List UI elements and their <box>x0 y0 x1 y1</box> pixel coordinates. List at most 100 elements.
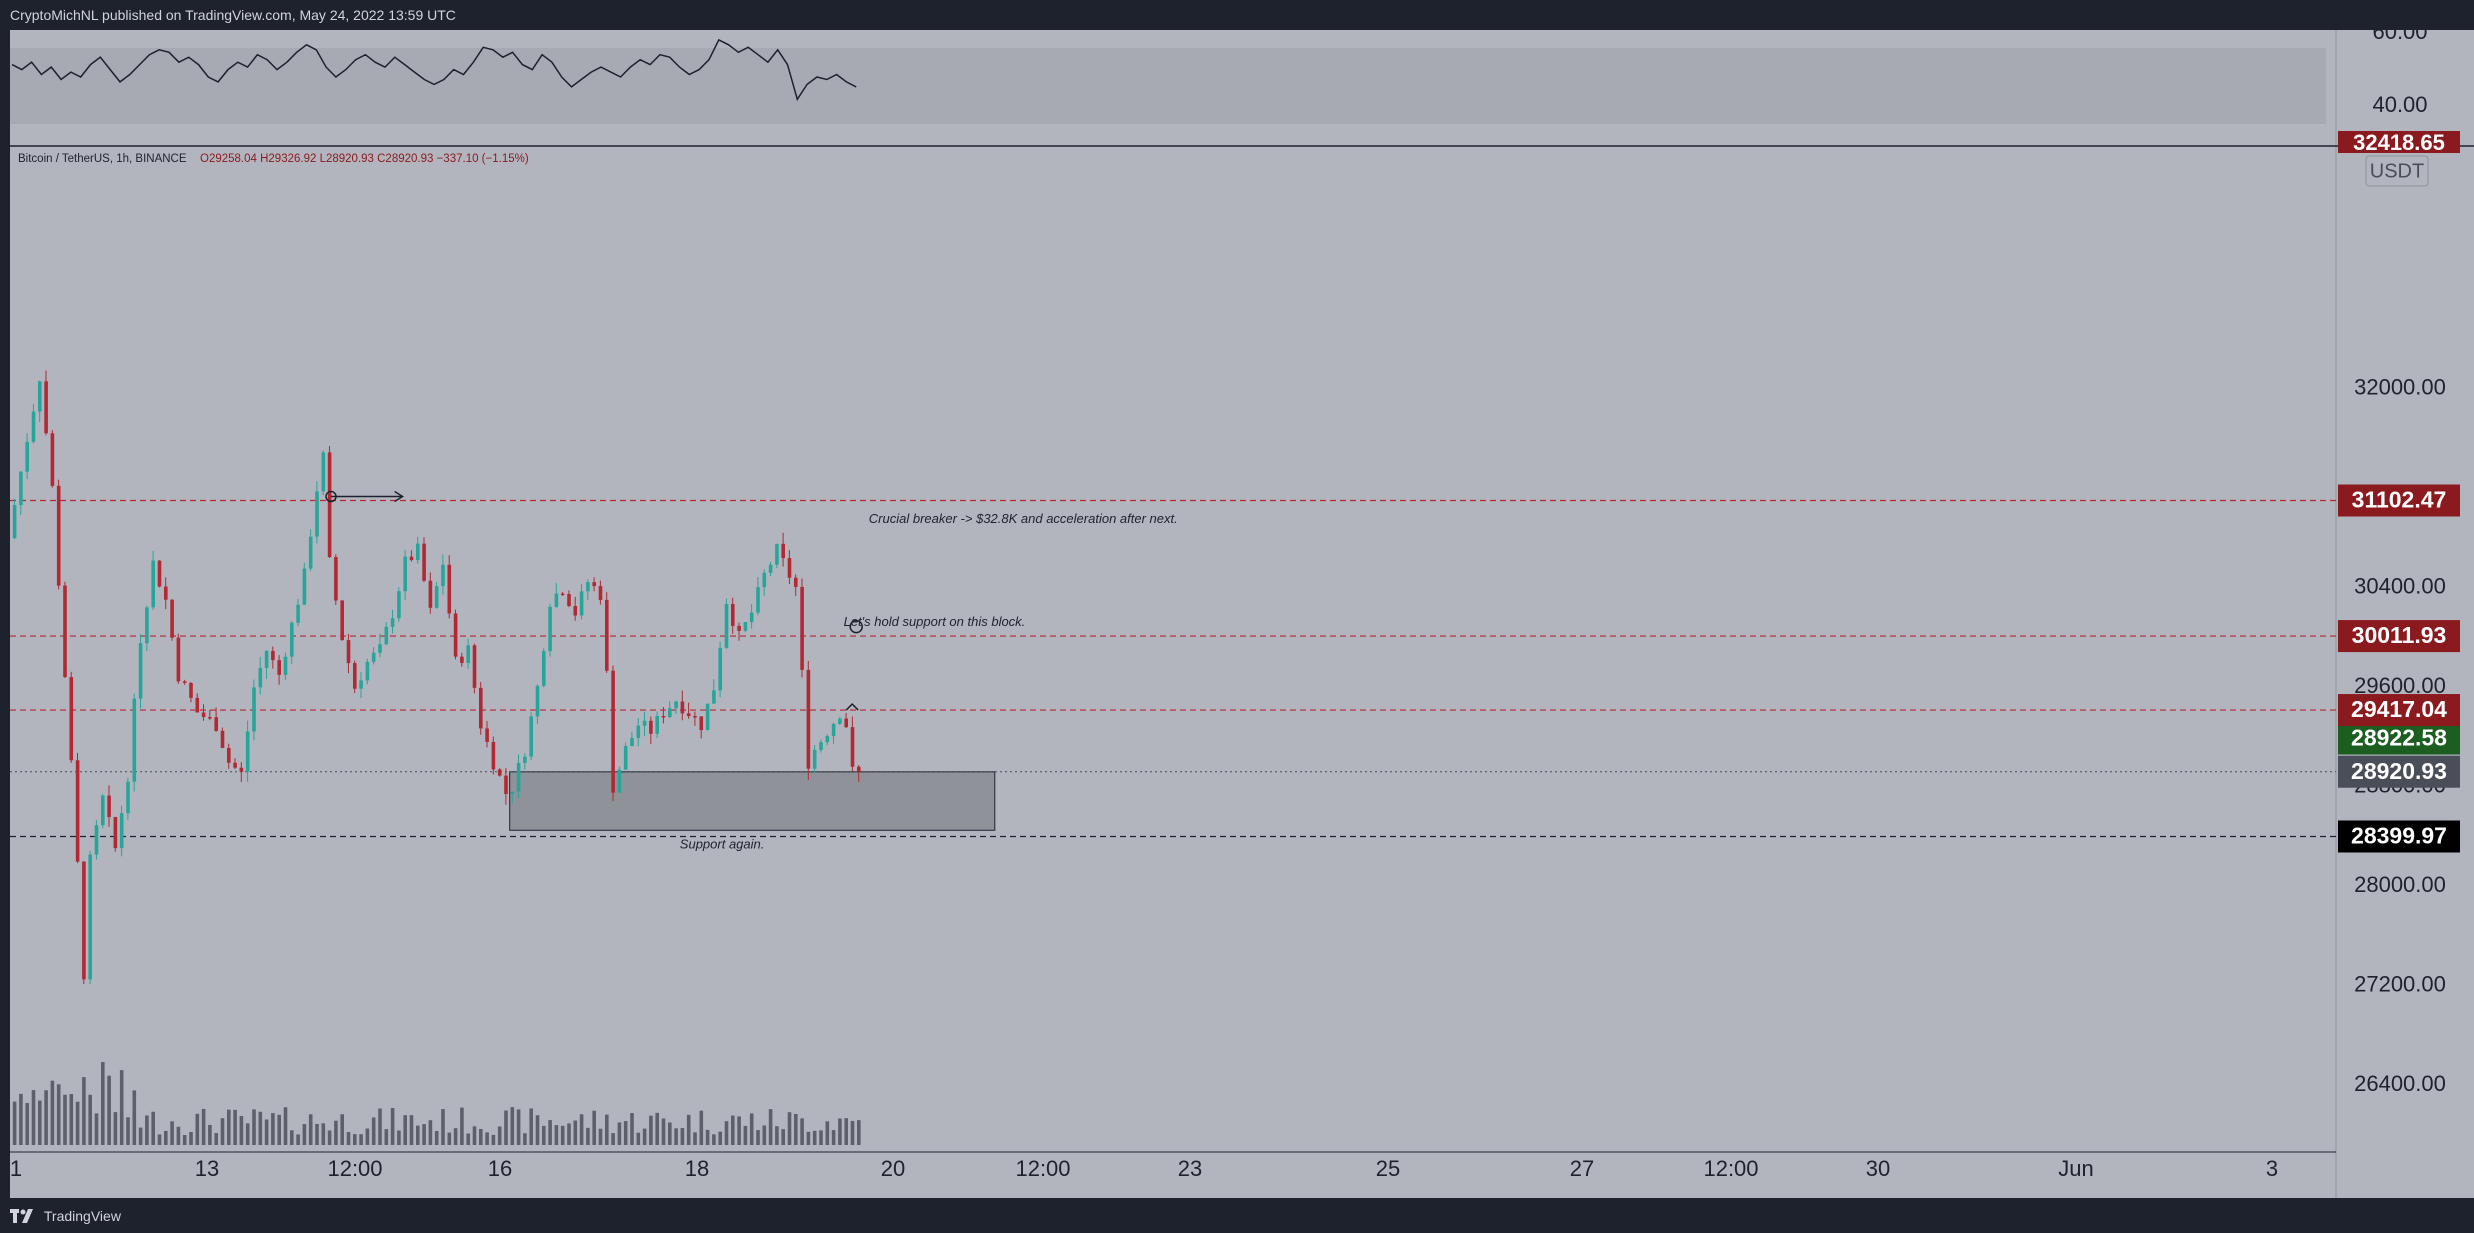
support-zone-box[interactable] <box>509 771 996 831</box>
volume-bar <box>195 1113 200 1145</box>
candle-body <box>743 622 748 631</box>
volume-bar <box>176 1126 181 1145</box>
candle-body <box>668 708 672 718</box>
volume-bar <box>567 1123 571 1145</box>
candle-body <box>548 606 552 652</box>
volume-bar <box>453 1128 458 1145</box>
candle-body <box>731 603 735 626</box>
volume-bar <box>686 1114 691 1145</box>
volume-bar <box>573 1120 578 1145</box>
price-label-bg[interactable] <box>2338 722 2460 755</box>
price-label-bg[interactable] <box>2338 484 2460 517</box>
volume-bar <box>806 1131 811 1145</box>
volume-bar <box>674 1128 678 1145</box>
candle-body <box>416 543 420 561</box>
price-chart[interactable]: 60.00 40.00 Crucial breaker -> $32.8K an… <box>0 19 2474 1198</box>
price-label-bg[interactable] <box>2338 694 2460 727</box>
volume-bar <box>611 1133 615 1145</box>
volume-bar <box>497 1126 502 1145</box>
candle-body <box>359 680 363 689</box>
volume-bar <box>428 1120 433 1145</box>
candle-body <box>50 433 55 486</box>
candle-body <box>787 558 792 578</box>
volume-bar <box>189 1131 193 1145</box>
candle-body <box>756 587 760 613</box>
candle-body <box>712 690 716 704</box>
volume-bar <box>680 1128 685 1145</box>
rsi-pane[interactable]: 60.00 40.00 <box>10 19 2474 147</box>
volume-bar <box>787 1112 792 1145</box>
time-axis[interactable]: 1 13 12:00 16 18 20 12:00 23 25 27 12:00 30 Jun 3 <box>10 1151 2336 1181</box>
candle-body <box>560 593 565 596</box>
time-axis-tick: 18 <box>685 1156 709 1181</box>
candle-body <box>762 572 767 588</box>
time-axis-tick: 12:00 <box>1015 1156 1070 1181</box>
candle-body <box>516 762 521 792</box>
candle-body <box>227 747 231 763</box>
volume-bar <box>504 1110 508 1145</box>
volume-bar <box>510 1107 515 1145</box>
candle-body <box>422 543 426 581</box>
candle-body <box>195 697 200 713</box>
support-zone-layer[interactable] <box>509 771 996 831</box>
candle-body <box>447 564 452 614</box>
volume-bar <box>642 1128 647 1145</box>
chart-area[interactable]: 60.00 40.00 Crucial breaker -> $32.8K an… <box>0 19 2474 1198</box>
volume-bar <box>857 1120 861 1145</box>
volume-bar <box>460 1107 464 1145</box>
candle-body <box>63 585 67 678</box>
volume-bar <box>756 1130 760 1145</box>
price-axis[interactable]: 32000.0030400.0029600.0028800.0028000.00… <box>2338 130 2460 1096</box>
candle-body <box>340 600 344 641</box>
candle-body <box>831 723 836 737</box>
candle-body <box>806 669 811 769</box>
volume-bar <box>586 1127 590 1145</box>
price-label-bg[interactable] <box>2338 820 2460 853</box>
anchor-handle-icon[interactable] <box>325 490 337 503</box>
candle-body <box>113 817 118 849</box>
candle-body <box>567 594 571 607</box>
price-label-bg[interactable] <box>2338 755 2460 788</box>
volume-bar <box>705 1129 710 1145</box>
price-axis-tick: 32000.00 <box>2354 375 2446 400</box>
rsi-tick-label: 60.00 <box>2372 30 2427 44</box>
candle-body <box>623 746 628 770</box>
volume-bar <box>523 1133 527 1145</box>
volume-bar <box>850 1120 855 1145</box>
candle-body <box>693 716 697 718</box>
volume-bar <box>44 1090 48 1145</box>
candle-body <box>290 622 294 657</box>
volume-bar <box>441 1109 445 1145</box>
candle-body <box>334 557 338 601</box>
candle-body <box>636 725 641 738</box>
volume-bar <box>88 1094 92 1145</box>
volume-bar <box>516 1109 521 1145</box>
volume-bar <box>491 1134 496 1145</box>
drawings[interactable] <box>325 490 863 711</box>
candle-body <box>346 640 351 664</box>
volume-bar <box>94 1113 99 1145</box>
annotations[interactable]: Crucial breaker -> $32.8K and accelerati… <box>680 511 1178 852</box>
cursor-caret-icon <box>845 702 859 711</box>
candle-body <box>138 643 143 699</box>
volume-bar <box>542 1125 546 1145</box>
candle-body <box>126 781 130 814</box>
candle-body <box>271 650 275 661</box>
volume-bar <box>113 1112 118 1145</box>
candle-body <box>157 560 162 587</box>
currency-badge[interactable] <box>2365 155 2429 187</box>
candle-body <box>31 411 36 442</box>
volume-bar <box>403 1115 407 1145</box>
candle-body <box>19 471 23 506</box>
candle-body <box>308 536 313 569</box>
volume-bar <box>743 1125 748 1145</box>
price-label-bg[interactable] <box>2338 620 2460 653</box>
volume-bar <box>126 1117 130 1145</box>
candle-body <box>775 543 779 565</box>
volume-bar <box>794 1113 798 1145</box>
horizontal-levels[interactable] <box>10 499 2336 838</box>
volume-bar <box>277 1114 281 1145</box>
volume-bar <box>731 1115 735 1145</box>
candle-body <box>277 660 281 675</box>
volume-bar <box>655 1112 659 1145</box>
